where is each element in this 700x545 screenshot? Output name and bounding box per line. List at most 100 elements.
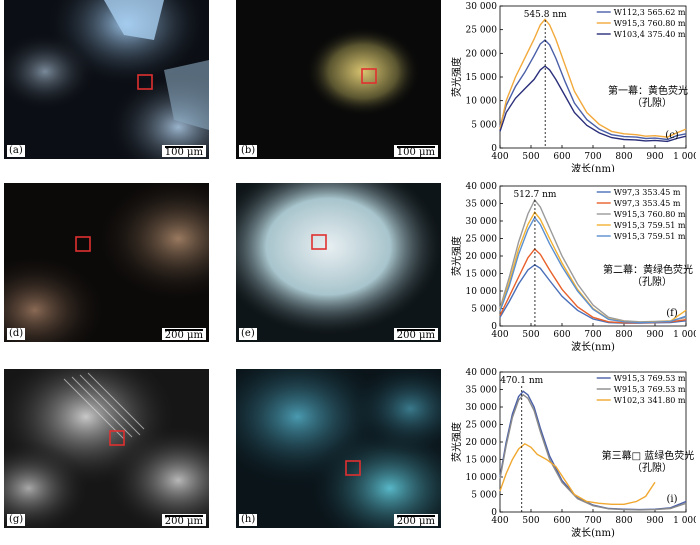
x-tick-label: 700: [584, 152, 601, 162]
x-tick-label: 500: [522, 516, 539, 526]
micrograph-e-image: [236, 183, 441, 342]
y-tick-label: 30 000: [466, 2, 498, 12]
legend-entry: W112,3 565.62 m: [614, 8, 686, 17]
analysis-spot-marker: [137, 74, 153, 90]
series-line: [499, 18, 687, 138]
spectrum-annotation: （孔隙）: [632, 96, 672, 109]
y-axis-label: 荧光强度: [450, 422, 463, 462]
x-tick-label: 400: [491, 516, 508, 526]
micrograph-h-image: [236, 369, 441, 528]
x-tick-label: 900: [646, 516, 663, 526]
scale-bar: 100 μm: [161, 145, 206, 158]
y-tick-label: 15 000: [466, 73, 498, 83]
x-axis-label: 波长(nm): [571, 162, 615, 172]
y-tick-label: 30 000: [466, 217, 498, 227]
y-tick-label: 5 000: [471, 120, 497, 130]
panel-label: (h): [239, 514, 258, 526]
x-tick-label: 1 000: [673, 516, 696, 526]
series-line: [499, 65, 687, 143]
peak-label: 512.7 nm: [513, 190, 556, 200]
y-tick-label: 40 000: [466, 368, 498, 378]
y-axis-label: 荧光强度: [450, 236, 463, 276]
x-tick-label: 600: [553, 330, 570, 340]
micrograph-d-image: [4, 183, 209, 342]
spectrum-annotation: 第一幕：黄色荧光: [608, 84, 688, 97]
y-tick-label: 25 000: [466, 26, 498, 36]
spectrum-chart-c: 400 500 600 700 800 900 1 000 0 5 000 10 000 15 00…: [450, 0, 699, 175]
scale-bar: 200 μm: [393, 514, 438, 527]
legend-entry: W915,3 759.51 m: [614, 232, 686, 241]
x-tick-label: 1 000: [673, 152, 696, 162]
y-axis-label: 荧光强度: [450, 57, 463, 97]
spectrum-chart-i: 400 500 600 700 800 900 1 000 0 5 000 10 000 15 00…: [450, 366, 699, 541]
spectrum-annotation: （孔隙）: [632, 275, 672, 288]
micrograph-b: (b) 100 μm: [236, 0, 441, 159]
x-tick-label: 700: [584, 516, 601, 526]
scale-bar: 100 μm: [393, 145, 438, 158]
panel-label: (d): [7, 328, 26, 340]
x-tick-label: 700: [584, 330, 601, 340]
x-tick-label: 900: [646, 152, 663, 162]
legend-entry: W915,3 769.53 m: [614, 374, 686, 383]
series-line: [499, 216, 687, 324]
analysis-spot-marker: [361, 68, 377, 84]
y-tick-label: 10 000: [466, 473, 498, 483]
spectrum-chart-c-svg: 400 500 600 700 800 900 1 000 0 5 000 10 000 15 00…: [450, 2, 699, 175]
spectrum-annotation: 第二幕：黄绿色荧光: [603, 263, 693, 276]
spectrum-chart-f-svg: 400 500 600 700 800 900 1 000 0 5 000 10 000 15 00…: [450, 182, 699, 353]
y-tick-label: 0: [491, 322, 497, 332]
micrograph-h: (h) 200 μm: [236, 369, 441, 528]
x-axis-label: 波长(nm): [571, 526, 615, 539]
x-tick-label: 800: [615, 516, 632, 526]
legend-entry: W915,3 769.53 m: [614, 385, 686, 394]
y-tick-label: 15 000: [466, 456, 498, 466]
x-tick-label: 800: [615, 330, 632, 340]
peak-label: 470.1 nm: [500, 376, 543, 386]
y-tick-label: 40 000: [466, 182, 498, 192]
x-tick-label: 500: [522, 152, 539, 162]
y-tick-label: 30 000: [466, 403, 498, 413]
x-tick-label: 600: [553, 152, 570, 162]
scale-bar: 200 μm: [161, 328, 206, 341]
chart-panel-label: (c): [665, 130, 679, 141]
y-tick-label: 0: [491, 144, 497, 154]
series-line: [499, 393, 687, 511]
x-tick-label: 400: [491, 152, 508, 162]
peak-label: 545.8 nm: [524, 10, 567, 20]
micrograph-e: (e) 200 μm: [236, 183, 441, 342]
micrograph-g-image: [4, 369, 209, 528]
y-tick-label: 35 000: [466, 200, 498, 210]
spectrum-chart-f: 400 500 600 700 800 900 1 000 0 5 000 10 000 15 00…: [450, 180, 699, 360]
x-axis-label: 波长(nm): [571, 340, 615, 353]
micrograph-a-image: [4, 0, 209, 159]
panel-label: (b): [239, 145, 258, 157]
legend-entry: W103,4 375.40 m: [614, 30, 686, 39]
x-tick-label: 500: [522, 330, 539, 340]
analysis-spot-marker: [109, 430, 125, 446]
micrograph-g: (g) 200 μm: [4, 369, 209, 528]
chart-panel-label: (i): [666, 494, 677, 505]
series-line: [499, 442, 656, 506]
spectrum-annotation: （孔隙）: [632, 461, 672, 474]
spectrum-chart-i-svg: 400 500 600 700 800 900 1 000 0 5 000 10 000 15 00…: [450, 368, 699, 539]
micrograph-a: (a) 100 μm: [4, 0, 209, 159]
y-tick-label: 35 000: [466, 386, 498, 396]
y-tick-label: 5 000: [471, 491, 497, 501]
micrograph-b-image: [236, 0, 441, 159]
chart-panel-label: (f): [666, 308, 678, 319]
analysis-spot-marker: [345, 460, 361, 476]
panel-label: (g): [7, 514, 26, 526]
y-tick-label: 5 000: [471, 305, 497, 315]
legend-entry: W97,3 353.45 m: [614, 199, 681, 208]
series-line: [499, 39, 687, 141]
x-tick-label: 800: [615, 152, 632, 162]
y-tick-label: 20 000: [466, 49, 498, 59]
analysis-spot-marker: [75, 236, 91, 252]
scale-bar: 200 μm: [161, 514, 206, 527]
y-tick-label: 25 000: [466, 421, 498, 431]
y-tick-label: 20 000: [466, 252, 498, 262]
legend-entry: W915,3 759.51 m: [614, 221, 686, 230]
analysis-spot-marker: [311, 234, 327, 250]
panel-label: (a): [7, 145, 25, 157]
spectrum-annotation: 第三幕□ 蓝绿色荧光: [602, 449, 695, 462]
